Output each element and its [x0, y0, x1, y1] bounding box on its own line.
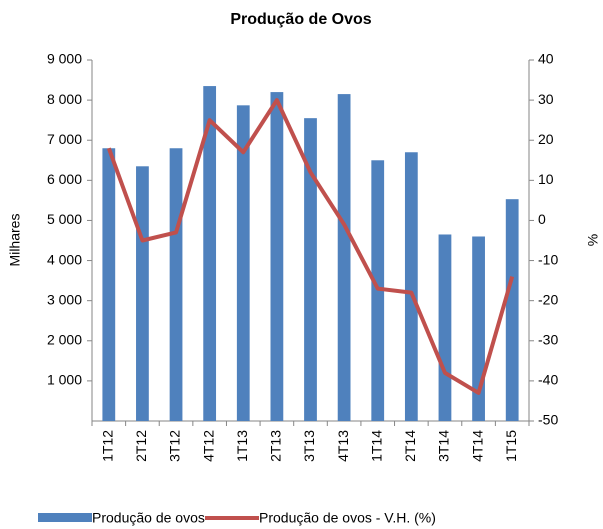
x-tick-label: 2T13 — [268, 430, 284, 462]
x-tick-label: 4T13 — [335, 430, 351, 462]
bar — [438, 234, 452, 421]
legend-label: Produção de ovos - V.H. (%) — [259, 510, 436, 526]
bar — [102, 148, 116, 421]
legend-label: Produção de ovos — [92, 510, 205, 526]
y-tick-label: 9 000 — [47, 51, 82, 67]
y-tick-label: 1 000 — [47, 372, 82, 388]
y-axis-title: Milhares — [7, 214, 23, 267]
bar — [270, 92, 284, 421]
bar — [304, 118, 317, 422]
y-tick-label: 6 000 — [47, 171, 82, 187]
x-tick-label: 1T12 — [100, 430, 116, 462]
y-tick-label: 8 000 — [47, 91, 82, 107]
bar — [404, 152, 418, 421]
x-tick-label: 1T15 — [503, 430, 519, 462]
bar — [136, 166, 149, 421]
y2-tick-label: -50 — [538, 412, 558, 428]
bar — [505, 199, 519, 421]
bar — [203, 86, 217, 422]
y2-axis-title: % — [585, 234, 601, 246]
x-tick-label: 3T12 — [167, 430, 183, 462]
y2-tick-label: -40 — [538, 372, 558, 388]
y-tick-label: 2 000 — [47, 331, 82, 347]
bar — [337, 94, 351, 421]
x-tick-label: 2T14 — [402, 430, 418, 462]
x-tick-label: 3T13 — [301, 430, 317, 462]
x-tick-label: 2T12 — [133, 430, 149, 462]
x-tick-label: 3T14 — [436, 430, 452, 462]
y2-tick-label: -20 — [538, 291, 558, 307]
y2-tick-label: 40 — [538, 51, 554, 67]
y-tick-label: 4 000 — [47, 251, 82, 267]
x-tick-label: 1T14 — [368, 430, 384, 462]
y-tick-label: 3 000 — [47, 291, 82, 307]
y2-tick-label: -10 — [538, 251, 558, 267]
x-tick-label: 4T12 — [200, 430, 216, 462]
legend-swatch — [38, 513, 92, 522]
y2-tick-label: 0 — [538, 211, 546, 227]
bar — [169, 148, 183, 421]
line — [106, 98, 515, 395]
chart-title: Produção de Ovos — [230, 11, 371, 28]
y2-tick-label: 10 — [538, 171, 554, 187]
y2-tick-label: 30 — [538, 91, 554, 107]
y2-tick-label: -30 — [538, 331, 558, 347]
bar — [236, 105, 250, 421]
y-tick-label: 5 000 — [47, 211, 82, 227]
x-tick-label: 4T14 — [469, 430, 485, 462]
x-tick-label: 1T13 — [234, 430, 250, 462]
y2-tick-label: 20 — [538, 131, 554, 147]
y-tick-label: 7 000 — [47, 131, 82, 147]
